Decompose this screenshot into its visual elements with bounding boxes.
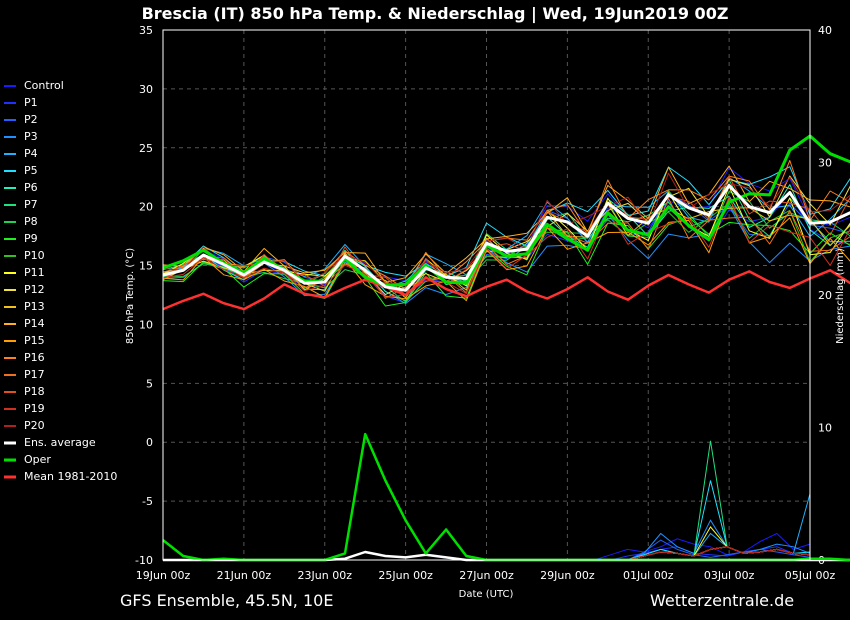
legend-label: P5	[24, 164, 38, 177]
temp-line-p9	[162, 217, 850, 307]
legend-label: P2	[24, 113, 38, 126]
y2-tick-label: 20	[818, 289, 832, 302]
x-tick-label: 29Jun 00z	[540, 569, 595, 582]
y2-tick-label: 10	[818, 422, 832, 435]
legend-label: P11	[24, 266, 45, 279]
legend-label: Mean 1981-2010	[24, 470, 117, 483]
legend-label: P4	[24, 147, 38, 160]
legend-label: P13	[24, 300, 45, 313]
grid	[162, 29, 811, 561]
legend-label: P8	[24, 215, 38, 228]
y-tick-label: 35	[139, 24, 153, 37]
y-tick-label: 0	[146, 436, 153, 449]
y2-tick-label: 40	[818, 24, 832, 37]
y-tick-label: 25	[139, 142, 153, 155]
temperature-series	[162, 134, 850, 311]
y-tick-label: -10	[135, 554, 153, 567]
temp-line-p14	[162, 165, 850, 283]
legend-label: P19	[24, 402, 45, 415]
y-tick-label: 30	[139, 83, 153, 96]
legend-label: P15	[24, 334, 45, 347]
legend-label: P9	[24, 232, 38, 245]
temp-line-p10	[162, 202, 850, 289]
x-axis-label: Date (UTC)	[459, 589, 514, 600]
legend-label: P10	[24, 249, 45, 262]
x-tick-label: 23Jun 00z	[298, 569, 353, 582]
x-tick-label: 03Jul 00z	[704, 569, 755, 582]
y-tick-label: 20	[139, 201, 153, 214]
x-tick-label: 27Jun 00z	[459, 569, 514, 582]
legend-label: P16	[24, 351, 45, 364]
x-tick-label: 19Jun 00z	[136, 569, 191, 582]
y-tick-label: -5	[142, 495, 153, 508]
temp-line-p8	[162, 190, 850, 303]
legend-label: P6	[24, 181, 38, 194]
x-axis-ticks: 19Jun 00z 21Jun 00z 23Jun 00z 25Jun 00z 27Ju…	[136, 569, 836, 582]
temp-line-p19	[162, 196, 850, 299]
temp-line-p11	[162, 186, 850, 296]
chart-title: Brescia (IT) 850 hPa Temp. & Niederschla…	[142, 4, 729, 24]
y-tick-label: 15	[139, 260, 153, 273]
y-tick-label: 10	[139, 318, 153, 331]
temp-line-ens-average	[162, 184, 850, 292]
legend: Control P1 P2 P3 P4 P5 P6 P7 P8 P9 P10 P11 P12 P13 P14…	[4, 79, 117, 483]
x-tick-label: 05Jul 00z	[785, 569, 836, 582]
y2-axis-label: Niederschlag (mm)	[835, 248, 846, 344]
legend-label: P7	[24, 198, 38, 211]
footer-model-info: GFS Ensemble, 45.5N, 10E	[120, 591, 333, 610]
y-axis-ticks: 35 30 25 20 15 10 5 0 -5 -10	[135, 24, 153, 567]
temp-line-p17	[162, 198, 850, 299]
temp-line-climate-mean	[162, 269, 850, 311]
legend-label: P20	[24, 419, 45, 432]
temp-line-p16	[162, 160, 850, 290]
legend-label: P18	[24, 385, 45, 398]
precip-line-oper	[162, 432, 850, 562]
y-tick-label: 5	[146, 377, 153, 390]
legend-label: P14	[24, 317, 45, 330]
plot-frame	[162, 29, 811, 561]
legend-label: Oper	[24, 453, 51, 466]
legend-label: P17	[24, 368, 45, 381]
precipitation-series	[162, 432, 850, 562]
temp-line-p15	[162, 197, 850, 302]
legend-label: P12	[24, 283, 45, 296]
legend-label: Control	[24, 79, 64, 92]
legend-label: P1	[24, 96, 38, 109]
y-axis-label: 850 hPa Temp. (°C)	[125, 248, 136, 344]
temp-line-p3	[162, 205, 850, 305]
x-tick-label: 21Jun 00z	[217, 569, 272, 582]
temp-line-p20	[162, 172, 850, 285]
legend-label: Ens. average	[24, 436, 96, 449]
legend-label: P3	[24, 130, 38, 143]
x-tick-label: 25Jun 00z	[378, 569, 433, 582]
y2-tick-label: 30	[818, 157, 832, 170]
footer-site-credit: Wetterzentrale.de	[650, 591, 794, 610]
x-tick-label: 01Jul 00z	[623, 569, 674, 582]
